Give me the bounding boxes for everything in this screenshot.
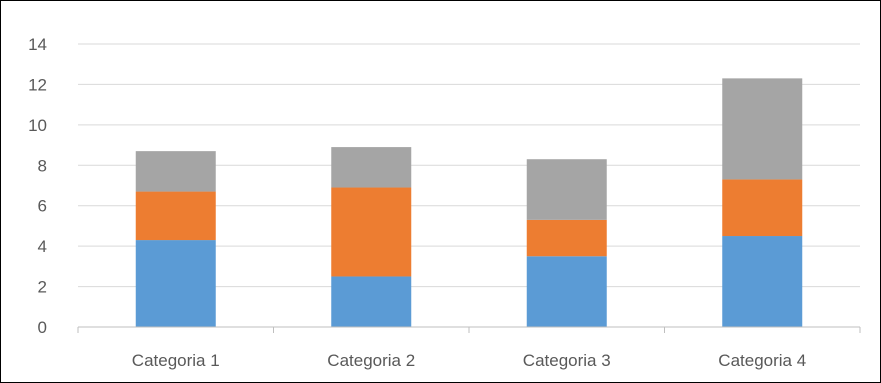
y-tick-label: 14 [28,35,47,54]
bar-segment [331,187,412,277]
bar-segment [722,78,803,180]
bar-segment [331,276,412,327]
labels-layer: 0 2 4 6 8 10 12 14 Categoria 1 Categoria 2 Categor… [28,35,806,370]
bar-segment [135,240,216,327]
x-category-label: Categoria 1 [132,351,220,370]
bar-segment [526,219,607,257]
bars-layer [135,78,803,327]
bar-segment [135,191,216,241]
axis-layer [77,326,861,333]
y-tick-label: 4 [38,237,47,256]
y-tick-label: 8 [38,156,47,175]
y-tick-label: 2 [38,278,47,297]
bar-segment [135,151,216,192]
bar-segment [722,236,803,327]
bar-segment [331,147,412,188]
y-tick-label: 0 [38,318,47,337]
bar-segment [722,179,803,237]
y-tick-label: 12 [28,75,47,94]
x-category-label: Categoria 2 [327,351,415,370]
bar-segment [526,159,607,220]
bar-segment [526,256,607,327]
y-tick-label: 10 [28,116,47,135]
x-category-label: Categoria 4 [718,351,806,370]
x-category-label: Categoria 3 [523,351,611,370]
y-tick-label: 6 [38,197,47,216]
